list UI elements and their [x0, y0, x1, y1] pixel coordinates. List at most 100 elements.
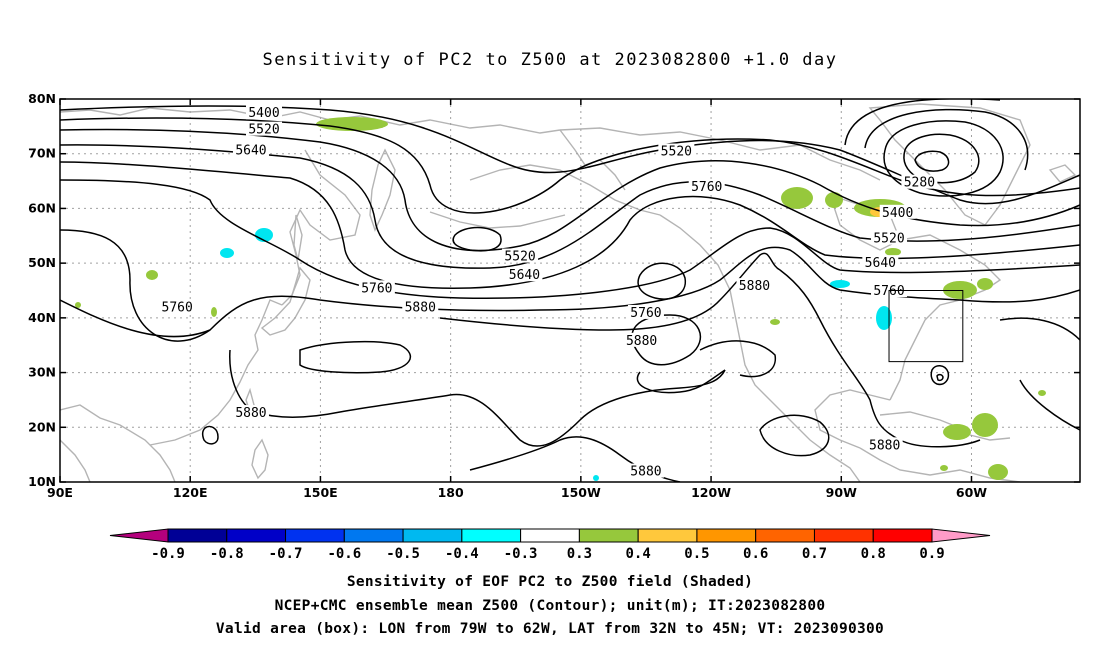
- colorbar-swatch: [696, 528, 757, 543]
- contour-label: 5640: [509, 268, 540, 283]
- chart-title: Sensitivity of PC2 to Z500 at 2023082800…: [262, 50, 838, 70]
- contour-label-bg: [246, 121, 282, 136]
- contour-label-bg: [246, 105, 282, 120]
- caption-line-2: NCEP+CMC ensemble mean Z500 (Contour); u…: [274, 598, 826, 614]
- colorbar-swatch: [813, 528, 874, 543]
- positive-patch: [972, 413, 998, 437]
- contour-label: 5280: [904, 176, 935, 191]
- caption-line-1: Sensitivity of EOF PC2 to Z500 field (Sh…: [346, 574, 754, 590]
- lon-tick-label: 150W: [561, 485, 601, 500]
- contour-label-bg: [627, 463, 664, 478]
- colorbar-tick-label: 0.7: [802, 546, 827, 562]
- positive-patch: [1038, 390, 1046, 396]
- contour-label: 5880: [869, 438, 900, 453]
- contour-label-bg: [862, 255, 899, 270]
- negative-patch: [876, 306, 892, 330]
- lon-tick-label: 120E: [173, 485, 208, 500]
- colorbar-tick-label: 0.8: [861, 546, 886, 562]
- contour-label: 5880: [630, 465, 661, 480]
- contour-label: 5520: [504, 250, 535, 265]
- lon-tick-label: 60W: [956, 485, 987, 500]
- lon-tick-label: 120W: [691, 485, 731, 500]
- contour-label: 5520: [248, 123, 279, 138]
- colorbar-swatch: [637, 528, 698, 543]
- positive-patch: [825, 192, 843, 208]
- caption-line-3: Valid area (box): LON from 79W to 62W, L…: [215, 621, 885, 637]
- contour-label-bg: [623, 332, 660, 347]
- lon-tick-label: 150E: [303, 485, 338, 500]
- contour-label-bg: [736, 278, 773, 293]
- contour-label-bg: [688, 179, 725, 194]
- lon-tick-label: 180: [438, 485, 464, 500]
- lon-tick-label: 90E: [47, 485, 73, 500]
- sensitivity-shading: [75, 117, 1046, 481]
- contour-label-bg: [901, 174, 938, 189]
- lat-tick-label: 30N: [28, 365, 56, 380]
- contour-label-bg: [402, 299, 439, 314]
- graticule: [60, 99, 1080, 482]
- contour-label: 5400: [248, 106, 279, 121]
- colorbar-swatch: [167, 528, 228, 543]
- contour-label-bg: [358, 280, 395, 295]
- contour-label: 5760: [691, 180, 722, 195]
- colorbar-tick-label: 0.9: [919, 546, 944, 562]
- positive-patch: [943, 424, 971, 440]
- positive-patch: [781, 187, 813, 209]
- positive-patch: [75, 302, 81, 308]
- positive-patch: [885, 248, 901, 256]
- contour-label-bg: [866, 437, 903, 452]
- contour-label-bg: [506, 267, 543, 282]
- colorbar-swatch: [520, 528, 580, 543]
- contour-label: 5880: [405, 300, 436, 315]
- colorbar-swatch: [755, 528, 815, 543]
- contour-label: 5880: [235, 406, 266, 421]
- colorbar-high-triangle: [931, 528, 991, 543]
- colorbar: -0.9 -0.8 -0.7 -0.6 -0.5 -0.4 -0.3 0.3 0.4 0.5 0.6…: [109, 528, 991, 562]
- positive-patch: [316, 117, 388, 131]
- colorbar-swatch: [578, 528, 639, 543]
- negative-patch: [220, 248, 234, 258]
- colorbar-swatch: [343, 528, 404, 543]
- lat-tick-label: 60N: [28, 200, 56, 215]
- colorbar-swatch: [872, 528, 933, 543]
- colorbar-tick-label: 0.5: [684, 546, 709, 562]
- contour-label-bg: [627, 304, 664, 319]
- lat-tick-label: 70N: [28, 146, 56, 161]
- contour-label: 5760: [361, 281, 392, 296]
- contour-label: 5520: [873, 232, 904, 247]
- colorbar-tick-label: -0.4: [445, 546, 479, 562]
- contour-label: 5400: [882, 206, 913, 221]
- lat-tick-label: 50N: [28, 255, 56, 270]
- coastlines: [60, 103, 1077, 482]
- colorbar-tick-label: 0.4: [626, 546, 651, 562]
- negative-patch: [830, 280, 850, 288]
- positive-patch: [977, 278, 993, 290]
- positive-patch: [770, 319, 780, 325]
- colorbar-tick-label: -0.5: [386, 546, 420, 562]
- negative-patch: [593, 475, 599, 481]
- contour-label-bg: [658, 143, 695, 158]
- contour-label: 5640: [235, 143, 266, 158]
- contour-label: 5760: [630, 306, 661, 321]
- positive-patch: [988, 464, 1008, 480]
- lat-tick-label: 80N: [28, 91, 56, 106]
- lon-tick-label: 90W: [826, 485, 857, 500]
- contour-label: 5760: [162, 300, 193, 315]
- positive-patch: [146, 270, 158, 280]
- contour-label: 5640: [865, 256, 896, 271]
- colorbar-swatch: [226, 528, 287, 543]
- contour-label-bg: [232, 405, 269, 420]
- colorbar-low-triangle: [109, 528, 169, 543]
- colorbar-swatch: [402, 528, 463, 543]
- lat-tick-label: 10N: [28, 474, 56, 489]
- contour-label-bg: [502, 248, 539, 263]
- contour-label: 5520: [661, 145, 692, 160]
- colorbar-tick-label: 0.6: [743, 546, 768, 562]
- colorbar-tick-label: -0.3: [504, 546, 538, 562]
- contour-label-bg: [232, 142, 269, 157]
- map-frame: [59, 98, 1081, 483]
- lat-tick-label: 40N: [28, 310, 56, 325]
- colorbar-tick-label: -0.6: [327, 546, 361, 562]
